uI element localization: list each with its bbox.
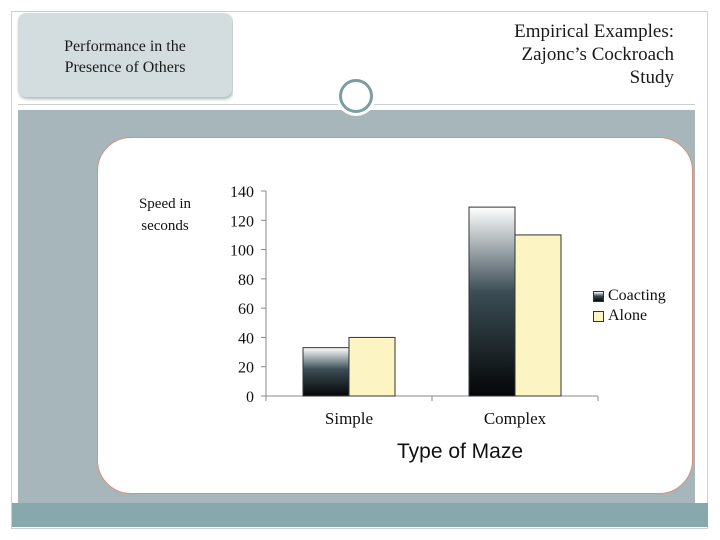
slide-title-line-2: Zajonc’s Cockroach (521, 44, 674, 65)
y-tick-label: 40 (238, 330, 254, 347)
legend: Coacting Alone (593, 286, 666, 326)
y-tick-label: 80 (238, 272, 254, 289)
y-tick-label: 100 (230, 243, 254, 260)
title-area (233, 13, 695, 97)
footer-bar (12, 503, 708, 527)
section-title: Performance in the Presence of Others (18, 36, 232, 78)
legend-swatch-alone (593, 310, 604, 322)
section-box (18, 13, 232, 97)
legend-swatch-coacting (593, 290, 604, 302)
bar-alone-complex (514, 234, 562, 397)
x-tick-label: Simple (325, 409, 373, 428)
legend-label-alone: Alone (608, 307, 648, 324)
slide-title: Empirical Examples: Zajonc’s Cockroach S… (374, 20, 674, 89)
slide-title-line-3: Study (629, 67, 674, 88)
legend-item-alone: Alone (593, 306, 666, 326)
legend-item-coacting: Coacting (593, 286, 666, 306)
bar-alone-simple (348, 336, 396, 397)
slide-title-line-1: Empirical Examples: (514, 21, 674, 42)
bar-coacting-complex (468, 206, 516, 397)
slide-frame (11, 11, 708, 529)
y-tick-label: 120 (230, 213, 254, 230)
y-tick-label: 0 (246, 389, 254, 406)
y-axis-label-line-1: Speed in (138, 196, 192, 212)
y-tick-label: 60 (238, 301, 254, 318)
section-title-line-1: Performance in the (64, 38, 186, 55)
x-tick-label: Complex (484, 409, 547, 428)
legend-label-coacting: Coacting (608, 287, 666, 304)
decorative-ring-icon (339, 79, 373, 113)
section-title-line-2: Presence of Others (64, 59, 186, 76)
x-axis-label: Type of Maze (396, 440, 524, 463)
y-tick-label: 140 (230, 184, 254, 201)
y-tick-label: 20 (238, 360, 254, 377)
bar-coacting-simple (302, 347, 350, 397)
y-axis-label-line-2: seconds (141, 218, 189, 234)
y-axis-label: Speed in seconds (125, 193, 205, 237)
